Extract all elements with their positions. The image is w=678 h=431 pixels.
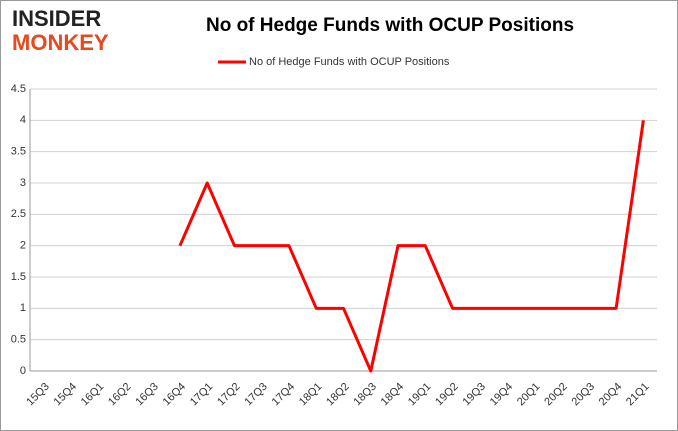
y-tick-label: 0 bbox=[20, 365, 26, 377]
y-tick-label: 3.5 bbox=[11, 146, 26, 158]
y-tick-label: 2.5 bbox=[11, 208, 26, 220]
y-tick-label: 2 bbox=[20, 240, 26, 252]
logo-bottom: MONKEY bbox=[12, 30, 109, 55]
y-tick-label: 3 bbox=[20, 177, 26, 189]
series-line bbox=[178, 120, 645, 373]
y-tick-label: 0.5 bbox=[11, 334, 26, 346]
y-tick-label: 1.5 bbox=[11, 271, 26, 283]
chart-title: No of Hedge Funds with OCUP Positions bbox=[206, 15, 574, 36]
y-tick-label: 4 bbox=[20, 114, 26, 126]
y-tick-label: 1 bbox=[20, 302, 26, 314]
y-tick-label: 4.5 bbox=[11, 83, 26, 95]
legend-label: No of Hedge Funds with OCUP Positions bbox=[249, 56, 450, 68]
logo-top: INSIDER bbox=[12, 6, 101, 31]
